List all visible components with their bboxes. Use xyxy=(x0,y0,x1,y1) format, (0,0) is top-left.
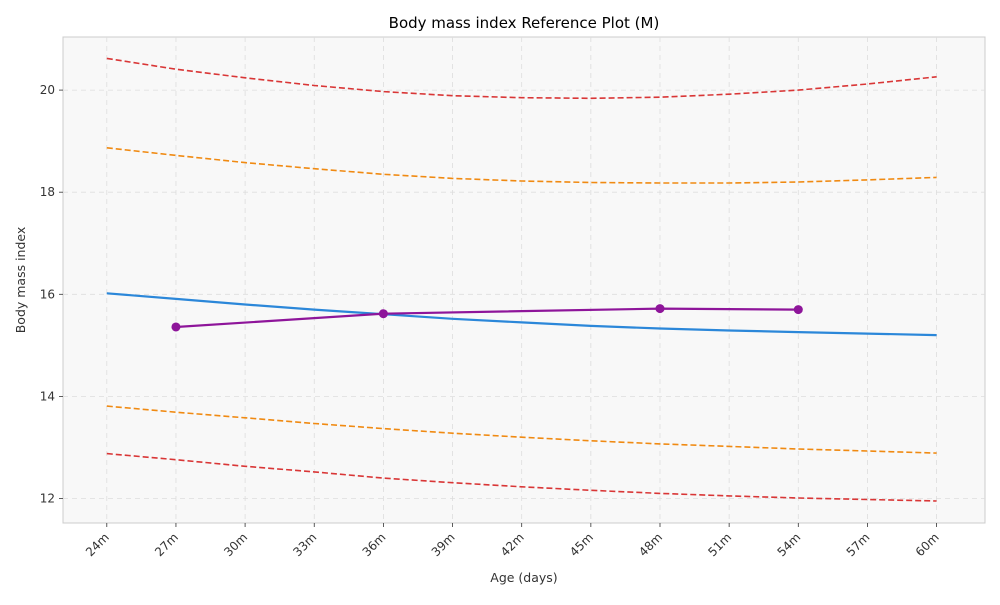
measurement-point xyxy=(793,305,803,315)
y-tick-label: 12 xyxy=(40,491,55,505)
y-tick-label: 16 xyxy=(40,287,55,301)
reference-curves xyxy=(106,57,937,502)
measurement-point xyxy=(378,309,388,319)
measurement-line xyxy=(175,307,799,329)
y-tick-label: 20 xyxy=(40,83,55,97)
measurement-point xyxy=(655,304,665,314)
y-tick-label: 18 xyxy=(40,185,55,199)
y-axis-label: Body mass index xyxy=(13,227,28,334)
reference-curve-5 xyxy=(106,452,937,502)
plot-area xyxy=(62,36,986,524)
reference-curve-3 xyxy=(106,292,937,337)
reference-curve-4 xyxy=(106,405,937,454)
y-axis-ticks: 12 14 16 18 20 xyxy=(40,83,63,505)
x-axis-label: Age (days) xyxy=(490,570,557,585)
reference-curve-1 xyxy=(106,57,937,100)
measurement-series xyxy=(171,304,803,332)
y-tick-label: 14 xyxy=(40,389,55,403)
measurement-point xyxy=(171,322,181,332)
chart-title: Body mass index Reference Plot (M) xyxy=(389,14,660,32)
reference-curve-2 xyxy=(106,147,937,184)
grid-lines xyxy=(63,37,985,523)
